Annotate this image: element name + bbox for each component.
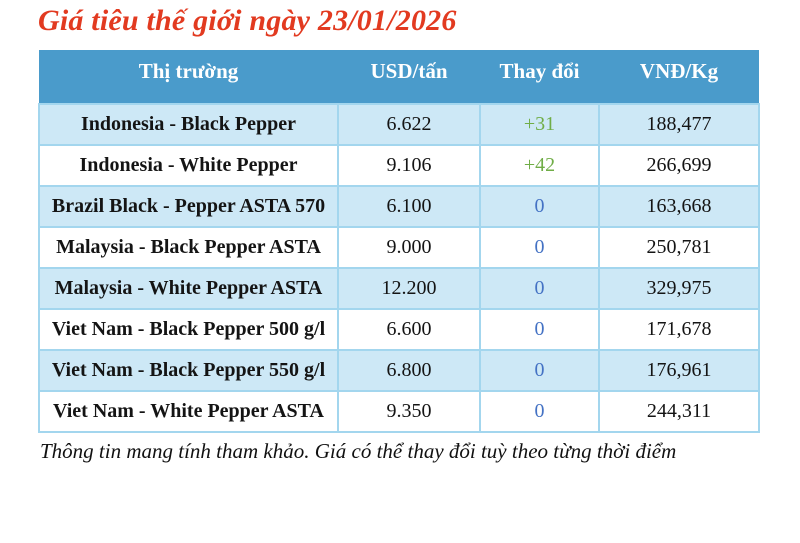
market-name: Viet Nam - Black Pepper 550 g/l [38,348,339,392]
disclaimer-note: Thông tin mang tính tham khảo. Giá có th… [40,438,677,463]
usd-price: 6.800 [337,348,481,392]
usd-price: 9.106 [337,143,481,187]
market-name: Viet Nam - White Pepper ASTA [38,389,339,433]
usd-price: 6.622 [337,102,481,146]
table-row: Indonesia - White Pepper 9.106 +42 266,6… [38,143,760,187]
table-row: Indonesia - Black Pepper 6.622 +31 188,4… [38,102,760,146]
change-value: +31 [479,102,600,146]
col-header-usd-per-ton: USD/tấn [338,49,480,104]
table-row: Viet Nam - Black Pepper 500 g/l 6.600 0 … [38,307,760,351]
change-value: +42 [479,143,600,187]
page-title: Giá tiêu thế giới ngày 23/01/2026 [38,4,457,37]
table-row: Viet Nam - Black Pepper 550 g/l 6.800 0 … [38,348,760,392]
change-value: 0 [479,266,600,310]
usd-price: 6.100 [337,184,481,228]
usd-price: 9.350 [337,389,481,433]
market-name: Brazil Black - Pepper ASTA 570 [38,184,339,228]
vnd-price: 244,311 [598,389,760,433]
col-header-vnd-per-kg: VNĐ/Kg [599,49,759,104]
change-value: 0 [479,225,600,269]
table-row: Brazil Black - Pepper ASTA 570 6.100 0 1… [38,184,760,228]
table-row: Malaysia - White Pepper ASTA 12.200 0 32… [38,266,760,310]
vnd-price: 163,668 [598,184,760,228]
market-name: Viet Nam - Black Pepper 500 g/l [38,307,339,351]
change-value: 0 [479,307,600,351]
col-header-change: Thay đổi [480,49,599,104]
usd-price: 6.600 [337,307,481,351]
market-name: Indonesia - White Pepper [38,143,339,187]
market-name: Malaysia - White Pepper ASTA [38,266,339,310]
change-value: 0 [479,348,600,392]
market-name: Indonesia - Black Pepper [38,102,339,146]
pepper-price-table: Thị trường USD/tấn Thay đổi VNĐ/Kg Indon… [38,49,760,433]
usd-price: 9.000 [337,225,481,269]
change-value: 0 [479,184,600,228]
vnd-price: 188,477 [598,102,760,146]
usd-price: 12.200 [337,266,481,310]
vnd-price: 329,975 [598,266,760,310]
change-value: 0 [479,389,600,433]
col-header-market: Thị trường [39,49,338,104]
table-row: Malaysia - Black Pepper ASTA 9.000 0 250… [38,225,760,269]
vnd-price: 171,678 [598,307,760,351]
market-name: Malaysia - Black Pepper ASTA [38,225,339,269]
vnd-price: 176,961 [598,348,760,392]
header-row: Thị trường USD/tấn Thay đổi VNĐ/Kg [39,49,759,104]
table-row: Viet Nam - White Pepper ASTA 9.350 0 244… [38,389,760,433]
vnd-price: 266,699 [598,143,760,187]
vnd-price: 250,781 [598,225,760,269]
